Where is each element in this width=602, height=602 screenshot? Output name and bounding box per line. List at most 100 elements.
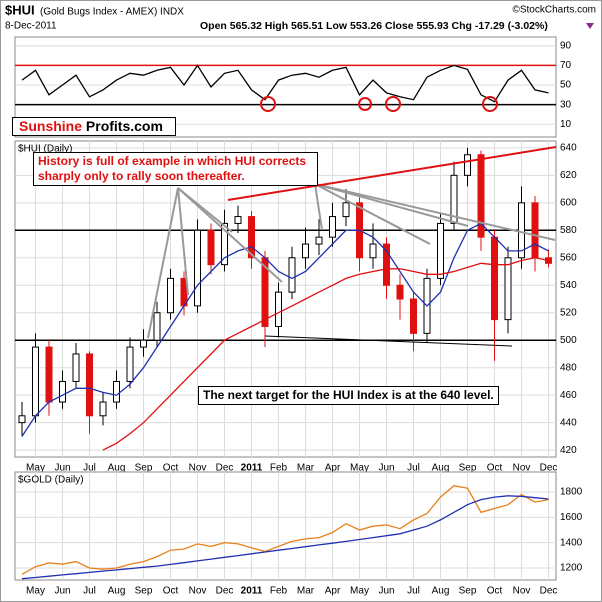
x-tick-label: Mar xyxy=(297,463,315,474)
candle-body xyxy=(477,154,485,238)
x-tick-label: May xyxy=(26,586,45,597)
candle-body xyxy=(248,216,255,259)
x-tick-label: 2011 xyxy=(241,586,263,597)
x-tick-label: Dec xyxy=(216,463,234,474)
candle-body xyxy=(450,174,458,224)
x-tick-label: Dec xyxy=(540,586,558,597)
y-tick-label: 480 xyxy=(560,362,577,373)
x-tick-label: Oct xyxy=(163,586,179,597)
candle-body xyxy=(221,222,228,266)
x-tick-label: Jun xyxy=(378,586,394,597)
x-tick-label: 2011 xyxy=(241,463,263,474)
candle-body xyxy=(126,346,134,382)
candle-body xyxy=(369,243,377,259)
x-tick-label: Sep xyxy=(135,586,153,597)
candle-body xyxy=(504,257,512,321)
series-line xyxy=(21,222,549,437)
candle-body xyxy=(491,236,498,321)
x-tick-label: May xyxy=(350,463,369,474)
y-tick-label: 640 xyxy=(560,143,577,154)
candle-body xyxy=(531,202,539,259)
x-tick-label: Jul xyxy=(83,463,96,474)
candle-body xyxy=(18,415,26,424)
candle-body xyxy=(86,353,93,417)
y-tick-label: 30 xyxy=(560,99,572,110)
y-tick-label: 1600 xyxy=(560,512,583,523)
panel-frame xyxy=(14,140,557,458)
candle-body xyxy=(288,257,296,293)
annotation: History is full of example in which HUI … xyxy=(33,152,318,186)
x-tick-label: Aug xyxy=(108,586,126,597)
x-tick-label: Apr xyxy=(325,586,341,597)
logo-second: Profits.com xyxy=(85,118,163,134)
source: ©StockCharts.com xyxy=(512,5,596,16)
candle-body xyxy=(99,401,107,417)
x-tick-label: Nov xyxy=(513,463,531,474)
candle-body xyxy=(302,243,309,259)
panel-frame xyxy=(14,471,557,581)
y-tick-label: 500 xyxy=(560,335,577,346)
x-tick-label: Oct xyxy=(163,463,179,474)
x-tick-label: Dec xyxy=(540,463,558,474)
date: 8-Dec-2011 xyxy=(5,21,57,32)
x-tick-label: Nov xyxy=(513,586,531,597)
x-tick-label: Feb xyxy=(270,463,288,474)
annotation: The next target for the HUI Index is at … xyxy=(198,386,499,405)
candle-body xyxy=(410,298,417,334)
symbol-name: (Gold Bugs Index - AMEX) INDX xyxy=(40,7,184,18)
x-tick-label: Jun xyxy=(54,463,70,474)
x-tick-label: Nov xyxy=(189,463,207,474)
candle-body xyxy=(342,202,350,218)
candle-body xyxy=(383,243,390,286)
x-tick-label: Aug xyxy=(108,463,126,474)
down-arrow xyxy=(586,23,594,29)
x-tick-label: Jun xyxy=(378,463,394,474)
candle-body xyxy=(315,236,323,245)
candle-body xyxy=(396,284,404,300)
x-tick-label: Dec xyxy=(216,586,234,597)
y-tick-label: 420 xyxy=(560,445,577,456)
y-tick-label: 460 xyxy=(560,390,577,401)
candle-body xyxy=(207,229,215,266)
y-tick-label: 1400 xyxy=(560,537,583,548)
overlay xyxy=(147,96,557,347)
candle-body xyxy=(437,222,444,279)
candle-body xyxy=(140,339,147,348)
y-tick-label: 50 xyxy=(560,80,572,91)
logo-first: Sunshine xyxy=(19,118,83,134)
y-tick-label: 90 xyxy=(560,40,572,51)
x-tick-label: Nov xyxy=(189,586,207,597)
x-tick-label: Aug xyxy=(432,586,450,597)
x-tick-label: Mar xyxy=(297,586,315,597)
candle-body xyxy=(32,346,39,417)
x-tick-label: Apr xyxy=(325,463,341,474)
x-tick-label: Sep xyxy=(135,463,153,474)
x-tick-label: Oct xyxy=(487,586,503,597)
candle-body xyxy=(59,380,66,403)
x-tick-label: Sep xyxy=(459,463,477,474)
symbol: $HUI xyxy=(5,2,35,17)
candle-body xyxy=(113,380,120,403)
logo: Sunshine Profits.com xyxy=(12,117,176,136)
y-tick-label: 1200 xyxy=(560,563,583,574)
candle-body xyxy=(234,216,242,224)
candle-body xyxy=(518,202,525,259)
x-tick-label: Jul xyxy=(83,586,96,597)
y-tick-label: 70 xyxy=(560,60,572,71)
y-tick-label: 10 xyxy=(560,119,572,130)
series-line xyxy=(21,485,549,575)
candle-body xyxy=(167,277,174,314)
series-line xyxy=(102,257,549,451)
panel-label: $HUI (Daily) xyxy=(18,144,72,155)
candle-body xyxy=(72,353,80,382)
candle-body xyxy=(153,312,161,341)
series-line xyxy=(21,64,549,103)
y-tick-label: 440 xyxy=(560,417,577,428)
x-tick-label: May xyxy=(350,586,369,597)
y-tick-label: 580 xyxy=(560,225,577,236)
y-tick-label: 620 xyxy=(560,170,577,181)
x-tick-label: Oct xyxy=(487,463,503,474)
x-tick-label: Jul xyxy=(407,586,420,597)
panel-label: $GOLD (Daily) xyxy=(18,475,84,486)
